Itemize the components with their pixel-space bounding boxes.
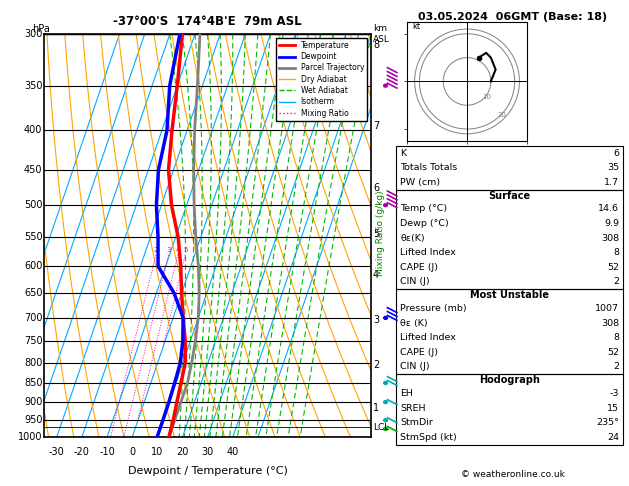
Text: 1.7: 1.7 (604, 178, 619, 187)
Text: 24: 24 (607, 433, 619, 442)
Text: 1: 1 (373, 402, 379, 413)
Text: 8: 8 (613, 248, 619, 257)
Text: Lifted Index: Lifted Index (400, 333, 456, 342)
Text: 10: 10 (151, 448, 164, 457)
Text: 35: 35 (607, 163, 619, 172)
Text: CIN (J): CIN (J) (400, 278, 430, 286)
Text: © weatheronline.co.uk: © weatheronline.co.uk (460, 469, 565, 479)
Text: K: K (400, 149, 406, 157)
Text: 5: 5 (183, 247, 187, 253)
Text: 6: 6 (373, 183, 379, 193)
Text: Totals Totals: Totals Totals (400, 163, 457, 172)
Text: 550: 550 (24, 232, 42, 242)
Text: Lifted Index: Lifted Index (400, 248, 456, 257)
Text: kt: kt (412, 22, 420, 31)
Text: km
ASL: km ASL (373, 24, 390, 44)
Text: 300: 300 (24, 29, 42, 39)
Text: 600: 600 (24, 261, 42, 271)
Text: Surface: Surface (489, 191, 530, 201)
Text: hPa: hPa (33, 24, 50, 34)
Text: 4: 4 (175, 247, 180, 253)
Text: 20: 20 (176, 448, 189, 457)
Text: 9.9: 9.9 (604, 219, 619, 228)
Text: Temp (°C): Temp (°C) (400, 205, 447, 213)
Text: Mixing Ratio (g/kg): Mixing Ratio (g/kg) (376, 191, 385, 276)
Text: 1007: 1007 (595, 304, 619, 313)
Text: -20: -20 (74, 448, 90, 457)
Text: CIN (J): CIN (J) (400, 363, 430, 371)
Text: StmDir: StmDir (400, 418, 433, 427)
Text: 7: 7 (373, 121, 379, 131)
Text: 2: 2 (154, 247, 159, 253)
Text: 950: 950 (24, 415, 42, 425)
Text: 52: 52 (607, 348, 619, 357)
Text: PW (cm): PW (cm) (400, 178, 440, 187)
Text: Dewp (°C): Dewp (°C) (400, 219, 449, 228)
Legend: Temperature, Dewpoint, Parcel Trajectory, Dry Adiabat, Wet Adiabat, Isotherm, Mi: Temperature, Dewpoint, Parcel Trajectory… (276, 38, 367, 121)
Text: 650: 650 (24, 288, 42, 298)
Text: 8: 8 (373, 40, 379, 50)
Text: StmSpd (kt): StmSpd (kt) (400, 433, 457, 442)
Text: 03.05.2024  06GMT (Base: 18): 03.05.2024 06GMT (Base: 18) (418, 12, 607, 22)
Text: 0: 0 (129, 448, 135, 457)
Text: θε(K): θε(K) (400, 234, 425, 243)
Text: 308: 308 (601, 234, 619, 243)
Text: 2: 2 (613, 363, 619, 371)
Text: 700: 700 (24, 313, 42, 323)
Text: 308: 308 (601, 319, 619, 328)
Text: Most Unstable: Most Unstable (470, 290, 549, 300)
Text: 30: 30 (201, 448, 214, 457)
Text: -30: -30 (48, 448, 65, 457)
Text: -37°00'S  174°4B'E  79m ASL: -37°00'S 174°4B'E 79m ASL (113, 15, 302, 28)
Text: 15: 15 (607, 404, 619, 413)
Text: LCL: LCL (373, 423, 389, 432)
Text: 500: 500 (24, 200, 42, 210)
Text: SREH: SREH (400, 404, 426, 413)
Text: CAPE (J): CAPE (J) (400, 348, 438, 357)
Text: 2: 2 (613, 278, 619, 286)
Text: 2: 2 (373, 360, 379, 370)
Text: 750: 750 (24, 336, 42, 346)
Text: 235°: 235° (596, 418, 619, 427)
Text: -10: -10 (99, 448, 115, 457)
Text: Dewpoint / Temperature (°C): Dewpoint / Temperature (°C) (128, 466, 287, 476)
Text: 40: 40 (226, 448, 239, 457)
Text: 900: 900 (24, 397, 42, 407)
Text: 400: 400 (24, 125, 42, 136)
Text: θε (K): θε (K) (400, 319, 428, 328)
Text: CAPE (J): CAPE (J) (400, 263, 438, 272)
Text: 450: 450 (24, 165, 42, 175)
Text: Hodograph: Hodograph (479, 375, 540, 385)
Text: Pressure (mb): Pressure (mb) (400, 304, 467, 313)
Text: 3: 3 (166, 247, 171, 253)
Text: 6: 6 (613, 149, 619, 157)
Text: -3: -3 (610, 389, 619, 398)
Text: 10: 10 (482, 94, 491, 100)
Text: 20: 20 (498, 112, 507, 118)
Text: 800: 800 (24, 358, 42, 367)
Text: 14.6: 14.6 (598, 205, 619, 213)
Text: 350: 350 (24, 81, 42, 91)
Text: 850: 850 (24, 378, 42, 388)
Text: 3: 3 (373, 315, 379, 325)
Text: 4: 4 (373, 270, 379, 279)
Text: 8: 8 (613, 333, 619, 342)
Text: EH: EH (400, 389, 413, 398)
Text: 1000: 1000 (18, 433, 42, 442)
Text: 5: 5 (373, 229, 379, 239)
Text: 52: 52 (607, 263, 619, 272)
